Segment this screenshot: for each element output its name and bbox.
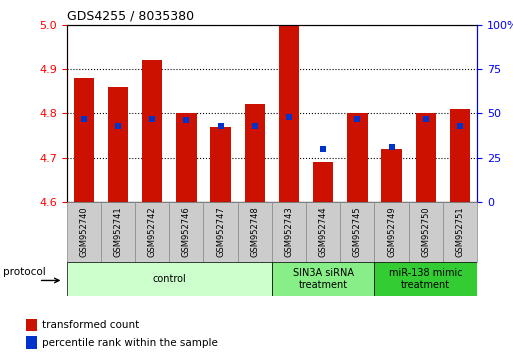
Text: GSM952748: GSM952748	[250, 206, 259, 257]
Text: GSM952750: GSM952750	[421, 206, 430, 257]
Text: GSM952740: GSM952740	[80, 206, 88, 257]
Text: GSM952749: GSM952749	[387, 206, 396, 257]
FancyBboxPatch shape	[340, 202, 374, 262]
Text: GSM952742: GSM952742	[148, 206, 156, 257]
Text: control: control	[152, 274, 186, 284]
FancyBboxPatch shape	[374, 262, 477, 296]
Bar	[210, 127, 231, 202]
Text: GSM952744: GSM952744	[319, 206, 328, 257]
Bar	[450, 109, 470, 202]
FancyBboxPatch shape	[101, 202, 135, 262]
FancyBboxPatch shape	[204, 202, 238, 262]
FancyBboxPatch shape	[67, 262, 272, 296]
Bar	[279, 25, 299, 202]
Text: GSM952747: GSM952747	[216, 206, 225, 257]
Bar	[313, 162, 333, 202]
Text: GSM952746: GSM952746	[182, 206, 191, 257]
FancyBboxPatch shape	[272, 202, 306, 262]
Bar	[108, 87, 128, 202]
Text: miR-138 mimic
treatment: miR-138 mimic treatment	[389, 268, 463, 290]
Bar	[142, 60, 163, 202]
FancyBboxPatch shape	[135, 202, 169, 262]
FancyBboxPatch shape	[238, 202, 272, 262]
Bar	[26, 336, 37, 349]
Bar	[381, 149, 402, 202]
FancyBboxPatch shape	[67, 202, 101, 262]
Text: percentile rank within the sample: percentile rank within the sample	[42, 338, 218, 348]
Text: GSM952743: GSM952743	[285, 206, 293, 257]
Bar	[245, 104, 265, 202]
Text: GDS4255 / 8035380: GDS4255 / 8035380	[67, 9, 194, 22]
Text: transformed count: transformed count	[42, 320, 139, 330]
Text: GSM952745: GSM952745	[353, 206, 362, 257]
FancyBboxPatch shape	[374, 202, 409, 262]
Bar	[176, 113, 196, 202]
Text: GSM952751: GSM952751	[456, 206, 464, 257]
Text: SIN3A siRNA
treatment: SIN3A siRNA treatment	[293, 268, 353, 290]
Bar	[347, 113, 368, 202]
Text: GSM952741: GSM952741	[113, 206, 123, 257]
FancyBboxPatch shape	[409, 202, 443, 262]
FancyBboxPatch shape	[306, 202, 340, 262]
Text: protocol: protocol	[3, 267, 46, 277]
FancyBboxPatch shape	[169, 202, 204, 262]
Bar	[416, 113, 436, 202]
FancyBboxPatch shape	[443, 202, 477, 262]
FancyBboxPatch shape	[272, 262, 374, 296]
Bar	[73, 78, 94, 202]
Bar	[26, 319, 37, 331]
